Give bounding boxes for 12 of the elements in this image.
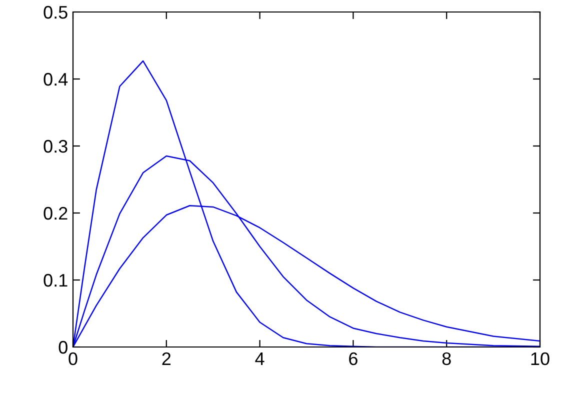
x-tick-label: 2 [162,352,171,365]
y-tick-label: 0.4 [44,72,68,86]
y-tick-label: 0.5 [44,6,68,19]
x-tick-label: 8 [442,352,451,366]
x-tick-label: 4 [255,352,264,365]
x-tick-label: 6 [349,352,358,366]
y-tick-label: 0 [58,340,68,354]
x-tick-label: 0 [68,352,78,366]
y-tick-label: 0.2 [44,206,68,220]
y-tick-label: 0.3 [44,140,68,153]
y-tick-label: 0.1 [44,274,68,287]
x-tick-label: 10 [531,352,550,366]
